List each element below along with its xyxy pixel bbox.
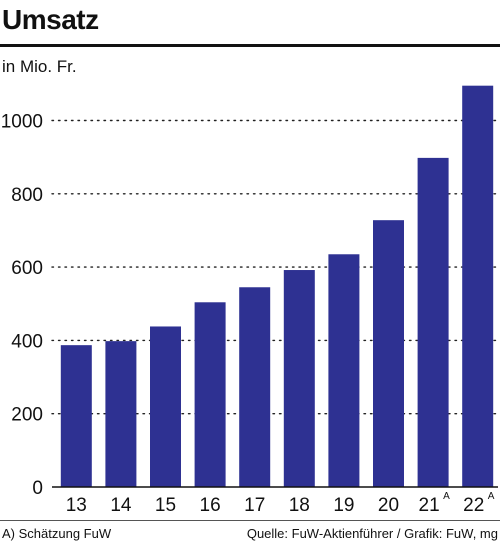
x-tick-note-22: A [488, 491, 495, 502]
x-tick-20: 20 [378, 495, 399, 516]
title-rule [0, 44, 500, 47]
bar-16 [194, 302, 226, 487]
bar-22 [462, 85, 494, 488]
x-tick-labels: 13 14 15 16 17 18 19 20 21 A 22 A [66, 491, 495, 516]
bars [60, 85, 494, 488]
y-tick-800: 800 [11, 185, 43, 206]
y-tick-labels: 0 200 400 600 800 1000 [1, 112, 43, 500]
chart-title: Umsatz [2, 4, 99, 35]
x-tick-22: 22 [463, 495, 484, 516]
bar-18 [283, 270, 315, 487]
x-tick-15: 15 [155, 495, 176, 516]
bar-13 [60, 345, 92, 487]
bar-17 [239, 287, 271, 487]
source-credit: Quelle: FuW-Aktienführer / Grafik: FuW, … [246, 526, 498, 541]
y-tick-1000: 1000 [1, 112, 43, 133]
x-tick-note-21: A [443, 491, 450, 502]
bar-19 [328, 254, 360, 487]
bar-15 [150, 326, 181, 487]
bar-14 [105, 341, 137, 487]
x-tick-19: 19 [333, 495, 354, 516]
y-tick-400: 400 [11, 331, 43, 352]
footer-rule [0, 520, 500, 521]
bar-20 [373, 220, 404, 488]
x-tick-17: 17 [244, 495, 265, 516]
bar-21 [417, 157, 449, 487]
y-tick-0: 0 [32, 478, 43, 499]
x-tick-13: 13 [66, 495, 87, 516]
unit-label: in Mio. Fr. [2, 57, 77, 76]
y-tick-200: 200 [11, 405, 43, 426]
x-tick-18: 18 [289, 495, 310, 516]
footnote: A) Schätzung FuW [2, 526, 112, 541]
x-tick-16: 16 [200, 495, 221, 516]
x-tick-14: 14 [110, 495, 132, 516]
y-tick-600: 600 [11, 258, 43, 279]
x-tick-21: 21 [419, 495, 440, 516]
